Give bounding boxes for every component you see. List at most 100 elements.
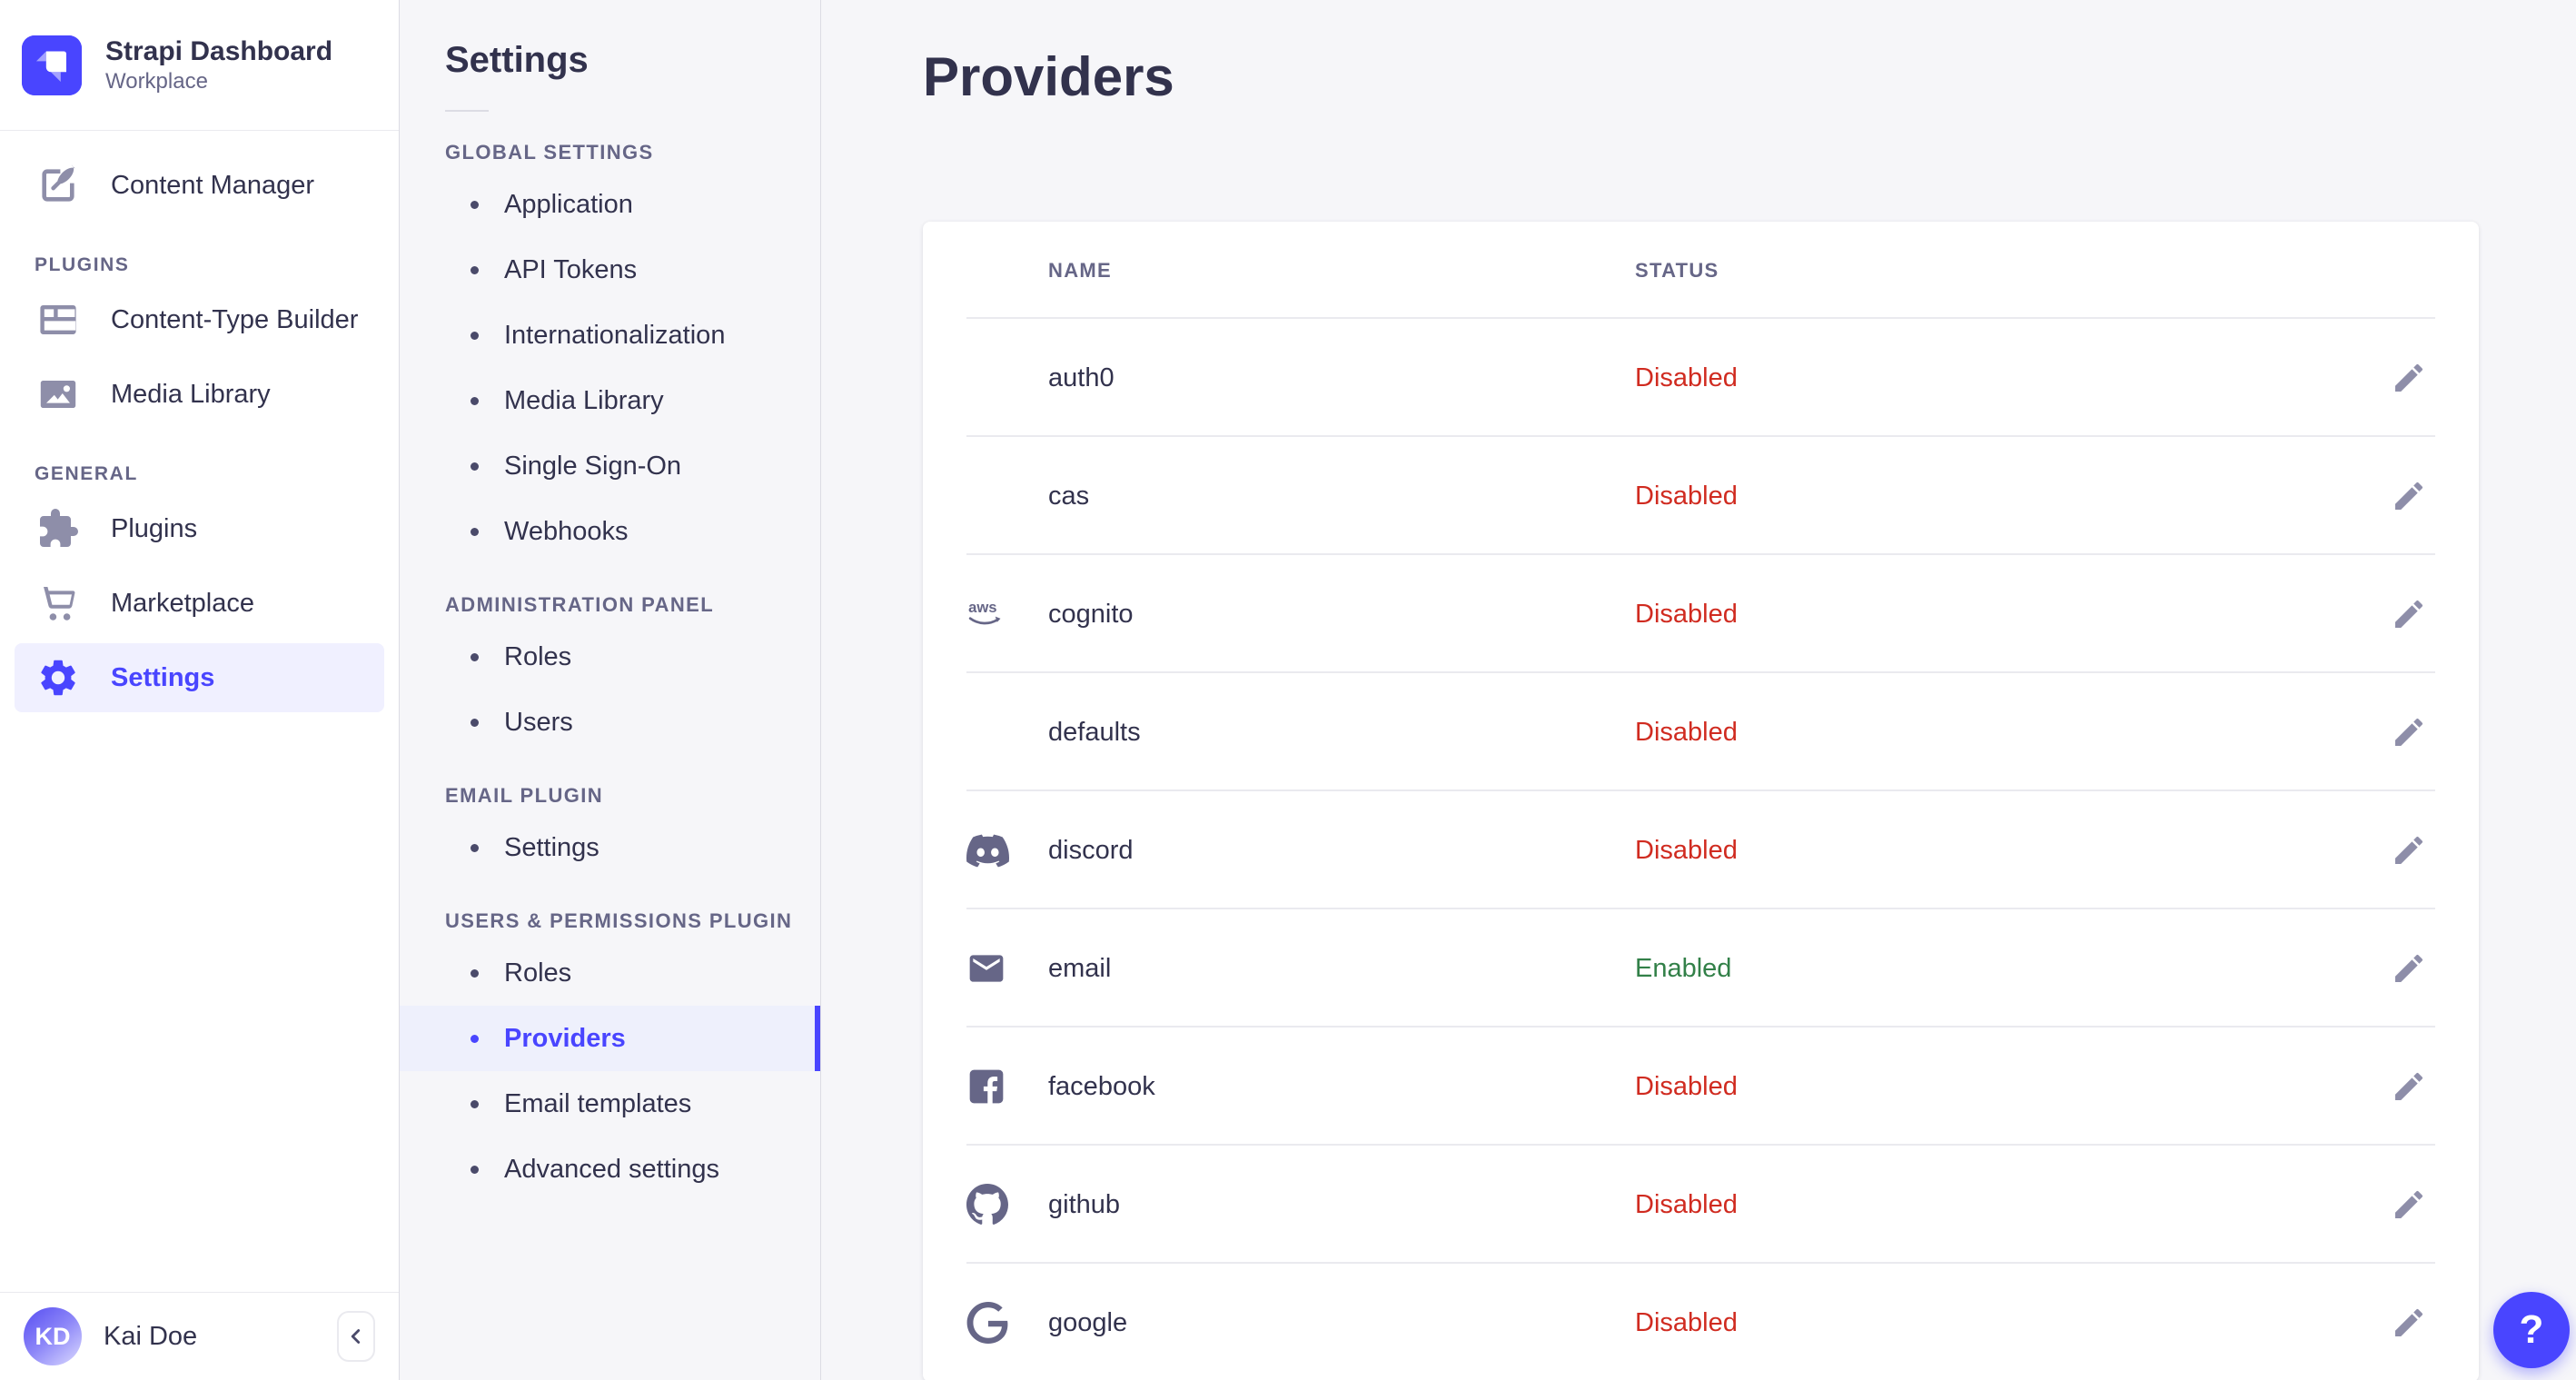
- nav-section-plugins: PLUGINS: [35, 254, 130, 275]
- subnav-item-advanced-settings[interactable]: Advanced settings: [400, 1137, 820, 1202]
- providers-table: NAME STATUS auth0 Disabled cas Disabled …: [923, 222, 2479, 1380]
- bullet-icon: [471, 1099, 479, 1108]
- subnav-item-email-settings[interactable]: Settings: [400, 815, 820, 880]
- subnav-item-application[interactable]: Application: [400, 172, 820, 237]
- cart-icon: [33, 578, 84, 629]
- nav-item-plugins[interactable]: Plugins: [15, 494, 384, 563]
- subnav-item-single-sign-on[interactable]: Single Sign-On: [400, 433, 820, 499]
- table-row-auth0[interactable]: auth0 Disabled: [923, 319, 2479, 437]
- workspace-name: Workplace: [105, 69, 208, 94]
- bullet-icon: [471, 1165, 479, 1174]
- edit-provider-button[interactable]: [2383, 1178, 2435, 1231]
- nav-item-label: Content Manager: [111, 170, 315, 200]
- provider-status: Disabled: [1635, 835, 1738, 865]
- subnav-item-internationalization[interactable]: Internationalization: [400, 303, 820, 368]
- edit-provider-button[interactable]: [2383, 1060, 2435, 1113]
- workspace-switcher[interactable]: Strapi Dashboard Workplace: [0, 0, 399, 131]
- edit-provider-button[interactable]: [2383, 1296, 2435, 1349]
- subnav-section-label: GLOBAL SETTINGS: [445, 141, 654, 164]
- bullet-icon: [471, 652, 479, 661]
- subnav-item-label: Webhooks: [504, 516, 629, 546]
- provider-status: Disabled: [1635, 1071, 1738, 1101]
- provider-status: Disabled: [1635, 362, 1738, 392]
- pencil-icon: [2395, 1190, 2423, 1218]
- brand-text: Strapi Dashboard Workplace: [105, 35, 332, 95]
- nav-item-settings[interactable]: Settings: [15, 643, 384, 712]
- nav-item-marketplace[interactable]: Marketplace: [15, 569, 384, 638]
- provider-status: Disabled: [1635, 599, 1738, 629]
- bullet-icon: [471, 265, 479, 274]
- edit-provider-button[interactable]: [2383, 824, 2435, 877]
- email-icon: [966, 948, 1048, 988]
- main-sidebar: Strapi Dashboard Workplace Content Manag…: [0, 0, 400, 1380]
- subnav-item-label: Media Library: [504, 385, 664, 415]
- nav-item-media-library[interactable]: Media Library: [15, 360, 384, 429]
- pencil-icon: [2395, 718, 2423, 746]
- aws-icon: aws: [966, 598, 1048, 630]
- pencil-icon: [2395, 954, 2423, 982]
- provider-name: email: [1048, 953, 1112, 983]
- nav-item-label: Marketplace: [111, 588, 254, 618]
- subnav-item-admin-roles[interactable]: Roles: [400, 624, 820, 690]
- edit-provider-button[interactable]: [2383, 588, 2435, 640]
- subnav-section-global-settings: GLOBAL SETTINGS Application API Tokens I…: [400, 141, 820, 564]
- subnav-item-admin-users[interactable]: Users: [400, 690, 820, 755]
- subnav-item-label: Settings: [504, 832, 599, 862]
- provider-name: discord: [1048, 835, 1134, 865]
- subnav-section-label: ADMINISTRATION PANEL: [445, 593, 715, 616]
- nav-item-label: Settings: [111, 662, 215, 692]
- github-icon: [966, 1184, 1048, 1226]
- nav-item-content-manager[interactable]: Content Manager: [15, 151, 384, 220]
- table-row-github[interactable]: github Disabled: [923, 1146, 2479, 1264]
- pencil-icon: [2395, 363, 2423, 392]
- table-row-discord[interactable]: discord Disabled: [923, 791, 2479, 909]
- table-row-cognito[interactable]: aws cognito Disabled: [923, 555, 2479, 673]
- table-row-email[interactable]: email Enabled: [923, 909, 2479, 1028]
- edit-provider-button[interactable]: [2383, 706, 2435, 759]
- table-row-cas[interactable]: cas Disabled: [923, 437, 2479, 555]
- bullet-icon: [471, 718, 479, 727]
- subnav-item-label: API Tokens: [504, 254, 638, 284]
- subnav-item-label: Providers: [504, 1023, 626, 1053]
- table-row-google[interactable]: google Disabled: [923, 1264, 2479, 1380]
- bullet-icon: [471, 843, 479, 852]
- edit-provider-button[interactable]: [2383, 470, 2435, 522]
- subnav-item-api-tokens[interactable]: API Tokens: [400, 237, 820, 303]
- avatar[interactable]: KD: [24, 1307, 82, 1365]
- bullet-icon: [471, 527, 479, 536]
- help-button[interactable]: ?: [2493, 1292, 2570, 1368]
- subnav-item-up-roles[interactable]: Roles: [400, 940, 820, 1006]
- subnav-item-email-templates[interactable]: Email templates: [400, 1071, 820, 1137]
- provider-name: facebook: [1048, 1071, 1155, 1101]
- collapse-sidebar-button[interactable]: [337, 1311, 375, 1362]
- edit-provider-button[interactable]: [2383, 942, 2435, 995]
- provider-name: defaults: [1048, 717, 1141, 747]
- bullet-icon: [471, 1034, 479, 1043]
- discord-icon: [966, 829, 1048, 872]
- strapi-logo-icon: [22, 35, 82, 95]
- facebook-icon: [966, 1067, 1048, 1107]
- puzzle-icon: [33, 503, 84, 554]
- app-title: Strapi Dashboard: [105, 36, 333, 66]
- subnav-item-label: Internationalization: [504, 320, 726, 350]
- subnav-item-providers[interactable]: Providers: [400, 1006, 820, 1071]
- subnav-divider: [445, 110, 489, 112]
- bullet-icon: [471, 200, 479, 209]
- image-icon: [33, 369, 84, 420]
- subnav-item-media-library[interactable]: Media Library: [400, 368, 820, 433]
- provider-status: Disabled: [1635, 1307, 1738, 1337]
- subnav-section-label: USERS & PERMISSIONS PLUGIN: [445, 909, 793, 932]
- subnav-section-email-plugin: EMAIL PLUGIN Settings: [400, 784, 820, 880]
- user-name: Kai Doe: [104, 1321, 198, 1351]
- gear-icon: [33, 652, 84, 703]
- pencil-icon: [2395, 600, 2423, 628]
- edit-provider-button[interactable]: [2383, 352, 2435, 404]
- pencil-icon: [2395, 1308, 2423, 1336]
- subnav-section-administration-panel: ADMINISTRATION PANEL Roles Users: [400, 593, 820, 755]
- subnav-item-webhooks[interactable]: Webhooks: [400, 499, 820, 564]
- nav-item-content-type-builder[interactable]: Content-Type Builder: [15, 285, 384, 354]
- table-row-defaults[interactable]: defaults Disabled: [923, 673, 2479, 791]
- main-nav: Content Manager PLUGINS Content-Type Bui…: [0, 131, 399, 1292]
- provider-name: cognito: [1048, 599, 1134, 629]
- table-row-facebook[interactable]: facebook Disabled: [923, 1028, 2479, 1146]
